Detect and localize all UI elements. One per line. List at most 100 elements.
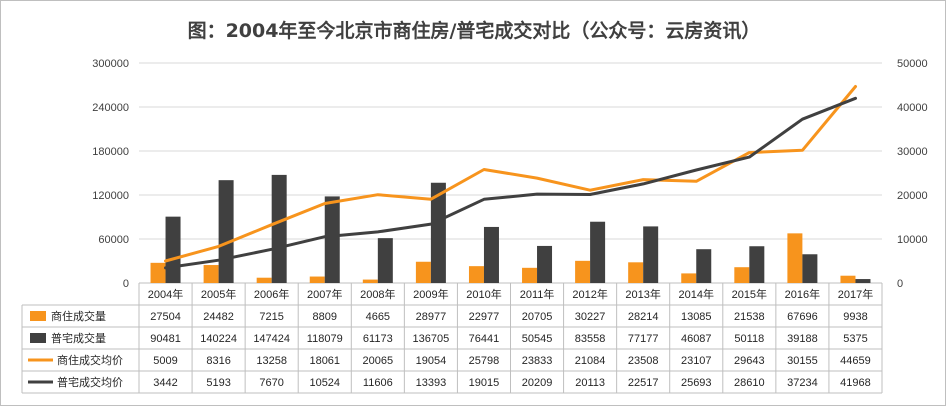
table-cell: 19054 (416, 355, 447, 367)
table-cell: 19015 (469, 377, 500, 389)
category-label: 2010年 (466, 287, 501, 301)
data-table: 2004年 2005年 2006年 2007年 2008年 2009年 2010年 2011年… (21, 283, 883, 394)
right-tick-label: 10000 (897, 234, 928, 246)
right-tick-label: 0 (897, 278, 903, 290)
bar-commercial-10 (681, 273, 697, 283)
table-cell: 77177 (628, 333, 659, 345)
table-cell: 13258 (256, 355, 287, 367)
table-cell: 28977 (416, 311, 447, 323)
line-series-group (164, 85, 857, 270)
table-cell: 20065 (363, 355, 394, 367)
right-axis: 0 10000 20000 30000 40000 50000 (897, 58, 928, 290)
table-cell: 18061 (309, 355, 340, 367)
left-tick-label: 300000 (92, 58, 129, 70)
table-cell: 29643 (734, 355, 765, 367)
table-cell: 41968 (840, 377, 871, 389)
bar-residential-1 (218, 180, 234, 283)
bar-residential-6 (483, 226, 499, 283)
table-cell: 13085 (681, 311, 712, 323)
table-cell: 90481 (150, 333, 181, 345)
table-cell: 25693 (681, 377, 712, 389)
bar-commercial-9 (628, 262, 644, 283)
legend-label: 商住成交量 (51, 309, 106, 323)
table-cell: 21084 (575, 355, 606, 367)
bar-residential-8 (590, 221, 606, 283)
table-cell: 23833 (522, 355, 553, 367)
category-label: 2008年 (360, 287, 395, 301)
table-cell: 50118 (734, 333, 764, 345)
table-cell: 5193 (206, 377, 230, 389)
legend-key-1 (30, 333, 46, 343)
table-cell: 21538 (734, 311, 765, 323)
bar-residential-9 (643, 226, 659, 283)
table-cell: 46087 (681, 333, 712, 345)
chart-title: 图：2004年至今北京市商住房/普宅成交对比（公众号：云房资讯） (188, 19, 761, 42)
category-label: 2007年 (307, 287, 342, 301)
bar-residential-4 (377, 238, 393, 283)
table-cell: 4665 (366, 311, 390, 323)
table-cell: 22977 (469, 311, 500, 323)
bar-commercial-12 (787, 233, 803, 283)
legend-key-0 (30, 311, 46, 321)
category-label: 2017年 (838, 287, 873, 301)
table-cell: 30155 (787, 355, 818, 367)
bar-commercial-8 (575, 260, 591, 283)
table-cell: 13393 (416, 377, 447, 389)
table-cell: 20705 (522, 311, 553, 323)
table-cell: 50545 (522, 333, 553, 345)
bar-residential-7 (537, 245, 553, 283)
right-tick-label: 20000 (897, 190, 928, 202)
line-commercial-price (164, 85, 857, 263)
table-cell: 5009 (153, 355, 177, 367)
category-label: 2004年 (148, 287, 183, 301)
bar-residential-12 (802, 254, 818, 283)
legend-label: 普宅成交均价 (57, 375, 123, 389)
category-label: 2015年 (732, 287, 767, 301)
table-cell: 11606 (363, 377, 393, 389)
table-cell: 10524 (309, 377, 340, 389)
left-tick-label: 180000 (92, 146, 129, 158)
bar-residential-10 (696, 249, 712, 283)
bar-commercial-11 (734, 267, 750, 283)
table-cell: 5375 (843, 333, 867, 345)
table-cell: 39188 (787, 333, 818, 345)
bar-commercial-5 (415, 261, 431, 283)
table-cell: 8316 (206, 355, 230, 367)
category-label: 2013年 (625, 287, 660, 301)
table-cell: 24482 (203, 311, 234, 323)
category-label: 2016年 (785, 287, 820, 301)
table-cell: 20209 (522, 377, 553, 389)
table-cell: 147424 (253, 333, 290, 345)
category-label: 2014年 (679, 287, 714, 301)
category-label: 2006年 (254, 287, 289, 301)
bar-commercial-4 (362, 279, 378, 283)
line-residential-price (164, 96, 857, 270)
table-cell: 83558 (575, 333, 606, 345)
table-cell: 7670 (259, 377, 283, 389)
table-cell: 30227 (575, 311, 606, 323)
bar-series-group (150, 174, 871, 283)
table-cell: 3442 (153, 377, 177, 389)
bar-residential-5 (430, 182, 446, 283)
bar-commercial-0 (150, 262, 166, 283)
table-cell: 61173 (363, 333, 393, 345)
table-cell: 9938 (843, 311, 867, 323)
bar-commercial-13 (840, 275, 856, 283)
right-tick-label: 50000 (897, 58, 928, 70)
table-cell: 28214 (628, 311, 659, 323)
table-cell: 8809 (313, 311, 337, 323)
bar-commercial-6 (468, 266, 484, 283)
bar-commercial-1 (203, 265, 219, 283)
bar-commercial-2 (256, 277, 272, 283)
category-label: 2011年 (520, 287, 555, 301)
table-cell: 140224 (200, 333, 237, 345)
right-tick-label: 40000 (897, 102, 928, 114)
bar-residential-0 (165, 216, 181, 283)
bar-commercial-3 (309, 276, 325, 283)
table-cell: 7215 (259, 311, 283, 323)
legend-label: 普宅成交量 (51, 331, 106, 345)
category-label: 2012年 (572, 287, 607, 301)
category-label: 2009年 (413, 287, 448, 301)
